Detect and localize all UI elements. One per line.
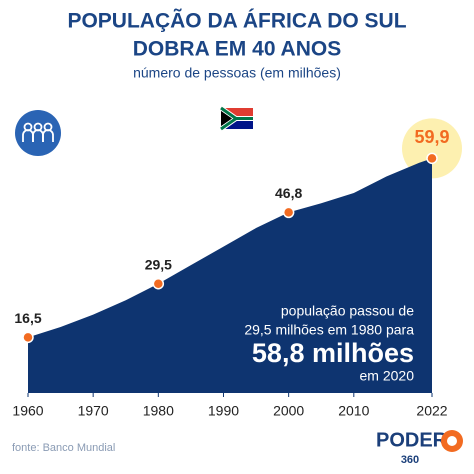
x-tick-label: 2022 <box>416 403 447 419</box>
value-label: 59,9 <box>414 127 449 147</box>
flag <box>219 105 253 132</box>
point <box>152 277 165 290</box>
chart-title: POPULAÇÃO DA ÁFRICA DO SUL <box>67 10 406 33</box>
x-tick-label: 1970 <box>78 403 109 419</box>
chart-subtitle: número de pessoas (em milhões) <box>133 65 341 81</box>
annotation: em 2020 <box>360 368 415 384</box>
value-label: 16,5 <box>14 310 41 326</box>
x-tick-label: 2010 <box>338 403 369 419</box>
people-icon <box>15 110 61 156</box>
area <box>28 158 432 393</box>
logo-number: 360 <box>401 454 419 466</box>
annotation: população passou de <box>281 303 414 319</box>
value-label: 29,5 <box>145 256 172 272</box>
x-tick-label: 2000 <box>273 403 304 419</box>
x-tick-label: 1980 <box>143 403 174 419</box>
point <box>426 152 438 165</box>
point <box>282 206 295 219</box>
logo: PODER 360 <box>376 429 463 466</box>
annotation: 58,8 milhões <box>252 338 414 368</box>
source: fonte: Banco Mundial <box>12 442 115 454</box>
x-tick-label: 1990 <box>208 403 239 419</box>
value-label: 46,8 <box>275 185 302 201</box>
point <box>22 331 34 344</box>
highlight <box>402 118 462 179</box>
logo-text: PODER <box>376 429 448 451</box>
annotation: 29,5 milhões em 1980 para <box>244 322 414 338</box>
x-tick-label: 1960 <box>12 403 43 419</box>
chart-title: DOBRA EM 40 ANOS <box>133 38 341 61</box>
